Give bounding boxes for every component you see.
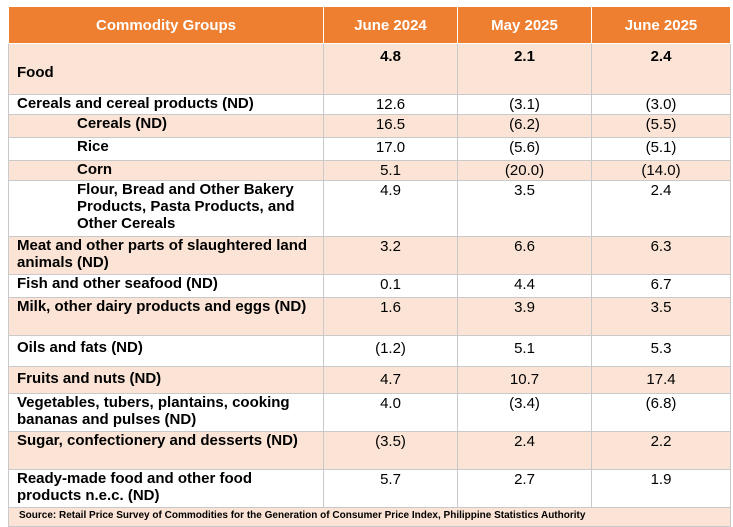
- cell-june-2024: (1.2): [323, 335, 458, 367]
- table-row: Meat and other parts of slaughtered land…: [8, 236, 731, 275]
- table-row: Corn 5.1 (20.0) (14.0): [8, 160, 731, 181]
- cell-june-2024: 5.7: [323, 469, 458, 508]
- table-row: Fruits and nuts (ND) 4.7 10.7 17.4: [8, 366, 731, 394]
- commodity-inflation-table: Commodity Groups June 2024 May 2025 June…: [8, 6, 731, 527]
- cell-may-2025: 10.7: [457, 366, 592, 394]
- row-label: Food: [8, 43, 324, 95]
- cell-june-2025: 2.4: [591, 43, 731, 95]
- row-label: Fish and other seafood (ND): [8, 274, 324, 298]
- cell-june-2024: 0.1: [323, 274, 458, 298]
- cell-may-2025: (20.0): [457, 160, 592, 181]
- cell-june-2024: 12.6: [323, 94, 458, 115]
- table-row: Flour, Bread and Other Bakery Products, …: [8, 180, 731, 237]
- cell-june-2025: 3.5: [591, 297, 731, 336]
- cell-june-2025: 17.4: [591, 366, 731, 394]
- row-label: Cereals (ND): [8, 114, 324, 138]
- cell-june-2025: 2.2: [591, 431, 731, 470]
- table-row: Milk, other dairy products and eggs (ND)…: [8, 297, 731, 336]
- row-label: Vegetables, tubers, plantains, cooking b…: [8, 393, 324, 432]
- row-label: Milk, other dairy products and eggs (ND): [8, 297, 324, 336]
- cell-june-2025: 6.3: [591, 236, 731, 275]
- cell-june-2025: 6.7: [591, 274, 731, 298]
- row-label: Cereals and cereal products (ND): [8, 94, 324, 115]
- cell-june-2024: 17.0: [323, 137, 458, 161]
- cell-june-2025: (5.5): [591, 114, 731, 138]
- row-label: Oils and fats (ND): [8, 335, 324, 367]
- cell-june-2024: 4.0: [323, 393, 458, 432]
- cell-may-2025: 2.4: [457, 431, 592, 470]
- source-row: Source: Retail Price Survey of Commoditi…: [8, 507, 731, 527]
- row-label: Flour, Bread and Other Bakery Products, …: [8, 180, 324, 237]
- row-label: Ready-made food and other food products …: [8, 469, 324, 508]
- cell-may-2025: 5.1: [457, 335, 592, 367]
- header-commodity-groups: Commodity Groups: [8, 6, 324, 44]
- cell-june-2025: 2.4: [591, 180, 731, 237]
- cell-june-2025: 5.3: [591, 335, 731, 367]
- cell-may-2025: 6.6: [457, 236, 592, 275]
- cell-june-2025: (6.8): [591, 393, 731, 432]
- cell-june-2024: 4.9: [323, 180, 458, 237]
- cell-may-2025: (6.2): [457, 114, 592, 138]
- cell-june-2024: 5.1: [323, 160, 458, 181]
- row-label: Meat and other parts of slaughtered land…: [8, 236, 324, 275]
- cell-june-2024: (3.5): [323, 431, 458, 470]
- table-row-food: Food 4.8 2.1 2.4: [8, 43, 731, 95]
- source-note: Source: Retail Price Survey of Commoditi…: [8, 507, 731, 527]
- cell-june-2024: 4.8: [323, 43, 458, 95]
- table-header-row: Commodity Groups June 2024 May 2025 June…: [8, 6, 731, 44]
- table-row: Cereals and cereal products (ND) 12.6 (3…: [8, 94, 731, 115]
- cell-may-2025: (5.6): [457, 137, 592, 161]
- table-row: Sugar, confectionery and desserts (ND) (…: [8, 431, 731, 470]
- header-may-2025: May 2025: [457, 6, 592, 44]
- table-row: Cereals (ND) 16.5 (6.2) (5.5): [8, 114, 731, 138]
- header-june-2024: June 2024: [323, 6, 458, 44]
- table-row: Ready-made food and other food products …: [8, 469, 731, 508]
- row-label: Rice: [8, 137, 324, 161]
- cell-may-2025: 3.9: [457, 297, 592, 336]
- cell-june-2024: 16.5: [323, 114, 458, 138]
- row-label: Fruits and nuts (ND): [8, 366, 324, 394]
- cell-june-2024: 4.7: [323, 366, 458, 394]
- cell-june-2024: 3.2: [323, 236, 458, 275]
- cell-june-2025: 1.9: [591, 469, 731, 508]
- cell-may-2025: 2.1: [457, 43, 592, 95]
- cell-june-2024: 1.6: [323, 297, 458, 336]
- cell-june-2025: (14.0): [591, 160, 731, 181]
- cell-may-2025: (3.4): [457, 393, 592, 432]
- commodity-table-container: Commodity Groups June 2024 May 2025 June…: [8, 6, 731, 527]
- table-row: Vegetables, tubers, plantains, cooking b…: [8, 393, 731, 432]
- cell-june-2025: (5.1): [591, 137, 731, 161]
- cell-june-2025: (3.0): [591, 94, 731, 115]
- cell-may-2025: 3.5: [457, 180, 592, 237]
- row-label: Corn: [8, 160, 324, 181]
- cell-may-2025: (3.1): [457, 94, 592, 115]
- header-june-2025: June 2025: [591, 6, 731, 44]
- row-label: Sugar, confectionery and desserts (ND): [8, 431, 324, 470]
- table-row: Oils and fats (ND) (1.2) 5.1 5.3: [8, 335, 731, 367]
- table-row: Rice 17.0 (5.6) (5.1): [8, 137, 731, 161]
- table-row: Fish and other seafood (ND) 0.1 4.4 6.7: [8, 274, 731, 298]
- cell-may-2025: 2.7: [457, 469, 592, 508]
- cell-may-2025: 4.4: [457, 274, 592, 298]
